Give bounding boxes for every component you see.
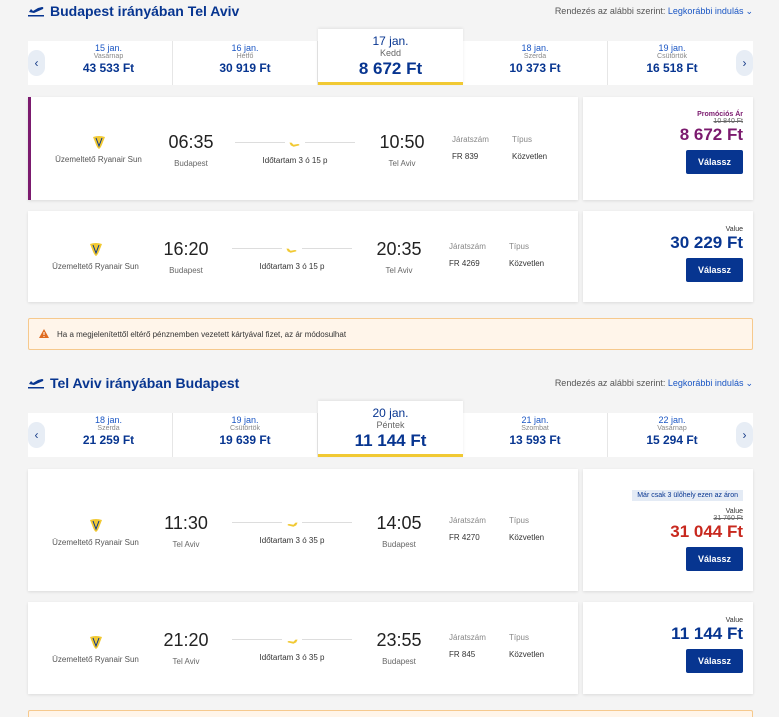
- price-card: Már csak 3 ülőhely ezen az áron Value 31…: [583, 469, 753, 591]
- ryanair-harp-icon: [89, 243, 102, 256]
- currency-warning: Ha a megjelenítettől eltérő pénznemben v…: [28, 318, 753, 350]
- airline-logo: Üzemeltető Ryanair Sun: [28, 634, 163, 664]
- ryanair-harp-icon: [92, 136, 105, 149]
- departure: 16:20 Budapest: [163, 239, 209, 275]
- plane-icon: [28, 7, 44, 17]
- inbound-sort[interactable]: Rendezés az alábbi szerint: Legkorábbi i…: [554, 378, 753, 388]
- price-card: Value 30 229 Ft Válassz: [583, 211, 753, 302]
- date-tab[interactable]: 19 jan. Csütörtök 19 639 Ft: [173, 413, 318, 457]
- airline-logo: Üzemeltető Ryanair Sun: [28, 517, 163, 547]
- departure: 06:35 Budapest: [168, 132, 214, 168]
- flight-type: Típus Közvetlen: [509, 633, 545, 659]
- date-tab-selected[interactable]: 20 jan. Péntek 11 144 Ft: [318, 401, 463, 457]
- outbound-title: Budapest irányában Tel Aviv: [50, 3, 240, 19]
- date-tab[interactable]: 18 jan. Szerda 21 259 Ft: [45, 413, 173, 457]
- airline-logo: Üzemeltető Ryanair Sun: [31, 134, 166, 164]
- flight-card[interactable]: Üzemeltető Ryanair Sun 16:20 Budapest Id…: [28, 211, 578, 302]
- arrival: 10:50 Tel Aviv: [379, 132, 425, 168]
- chevron-down-icon[interactable]: ⌄: [745, 378, 753, 388]
- date-tab[interactable]: 21 jan. Szombat 13 593 Ft: [463, 413, 608, 457]
- select-button[interactable]: Válassz: [686, 150, 743, 174]
- route: Időtartam 3 ó 35 p: [232, 634, 352, 662]
- seats-left-badge: Már csak 3 ülőhely ezen az áron: [632, 490, 743, 501]
- chevron-right-icon[interactable]: ›: [736, 50, 753, 76]
- chevron-left-icon[interactable]: ‹: [28, 50, 45, 76]
- ryanair-harp-icon: [89, 519, 102, 532]
- sort-value[interactable]: Legkorábbi indulás: [667, 6, 744, 16]
- currency-warning-partial: [28, 710, 753, 717]
- flight-number: Járatszám FR 839: [452, 135, 489, 161]
- chevron-right-icon[interactable]: ›: [736, 422, 753, 448]
- outbound-date-strip: ‹ 15 jan. Vasárnap 43 533 Ft 16 jan. Hét…: [28, 29, 753, 85]
- departure: 11:30 Tel Aviv: [164, 513, 208, 549]
- sort-value[interactable]: Legkorábbi indulás: [667, 378, 744, 388]
- flight-card[interactable]: Üzemeltető Ryanair Sun 06:35 Budapest Id…: [28, 97, 578, 200]
- plane-icon: [28, 379, 44, 389]
- plane-icon: [282, 635, 302, 647]
- flight-type: Típus Közvetlen: [509, 242, 545, 268]
- inbound-header: Tel Aviv irányában Budapest Rendezés az …: [0, 372, 779, 396]
- ryanair-harp-icon: [89, 636, 102, 649]
- plane-icon: [282, 244, 302, 256]
- outbound-header: Budapest irányában Tel Aviv Rendezés az …: [0, 0, 779, 24]
- flight-number: Járatszám FR 4270: [449, 516, 486, 542]
- plane-icon: [282, 518, 302, 530]
- price-card: Promóciós Ár 10 840 Ft 8 672 Ft Válassz: [583, 97, 753, 200]
- route: Időtartam 3 ó 15 p: [232, 243, 352, 271]
- flight-number: Járatszám FR 4269: [449, 242, 486, 268]
- inbound-title: Tel Aviv irányában Budapest: [50, 375, 240, 391]
- date-tab[interactable]: 15 jan. Vasárnap 43 533 Ft: [45, 41, 173, 85]
- flight-card[interactable]: Üzemeltető Ryanair Sun 11:30 Tel Aviv Id…: [28, 469, 578, 591]
- flight-type: Típus Közvetlen: [509, 516, 545, 542]
- date-tab[interactable]: 18 jan. Szerda 10 373 Ft: [463, 41, 608, 85]
- arrival: 20:35 Tel Aviv: [376, 239, 422, 275]
- chevron-down-icon[interactable]: ⌄: [745, 6, 753, 16]
- date-tab[interactable]: 22 jan. Vasárnap 15 294 Ft: [646, 415, 698, 447]
- select-button[interactable]: Válassz: [686, 547, 743, 571]
- date-tab[interactable]: 16 jan. Hétfő 30 919 Ft: [173, 41, 318, 85]
- flight-type: Típus Közvetlen: [512, 135, 548, 161]
- date-tab[interactable]: 19 jan. Csütörtök 16 518 Ft: [646, 43, 698, 75]
- chevron-left-icon[interactable]: ‹: [28, 422, 45, 448]
- flight-number: Járatszám FR 845: [449, 633, 486, 659]
- price-card: Value 11 144 Ft Válassz: [583, 602, 753, 694]
- airline-logo: Üzemeltető Ryanair Sun: [28, 241, 163, 271]
- date-tab-selected[interactable]: 17 jan. Kedd 8 672 Ft: [318, 29, 463, 85]
- warning-icon: [39, 329, 49, 338]
- inbound-date-strip: ‹ 18 jan. Szerda 21 259 Ft 19 jan. Csütö…: [28, 401, 753, 457]
- route: Időtartam 3 ó 15 p: [235, 137, 355, 165]
- outbound-sort[interactable]: Rendezés az alábbi szerint: Legkorábbi i…: [554, 6, 753, 16]
- flight-card[interactable]: Üzemeltető Ryanair Sun 21:20 Tel Aviv Id…: [28, 602, 578, 694]
- departure: 21:20 Tel Aviv: [163, 630, 209, 666]
- arrival: 14:05 Budapest: [376, 513, 422, 549]
- route: Időtartam 3 ó 35 p: [232, 517, 352, 545]
- plane-icon: [285, 138, 305, 150]
- select-button[interactable]: Válassz: [686, 649, 743, 673]
- select-button[interactable]: Válassz: [686, 258, 743, 282]
- arrival: 23:55 Budapest: [376, 630, 422, 666]
